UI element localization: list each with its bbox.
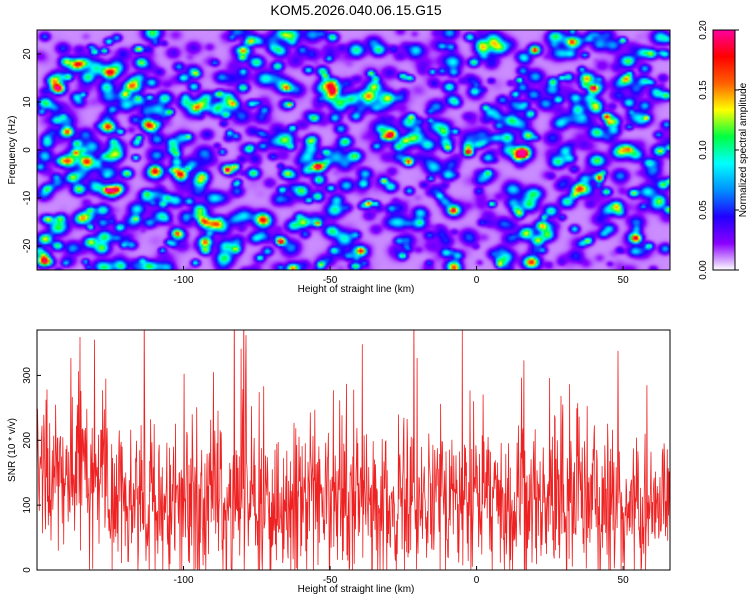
snr-y-tick-label: 0 [22, 567, 33, 573]
heatmap-x-tick-label: -50 [323, 275, 338, 286]
snr-x-tick-label: 50 [618, 575, 630, 586]
heatmap-x-tick-label: 0 [474, 275, 480, 286]
colorbar-tick-label: 0.20 [698, 20, 709, 40]
heatmap-y-tick-label: 10 [22, 96, 33, 108]
colorbar-scale [712, 29, 736, 271]
heatmap-image [37, 30, 670, 270]
snr-x-tick-label: 0 [474, 575, 480, 586]
colorbar-tick-label: 0.00 [698, 260, 709, 280]
snr-y-tick-label: 200 [22, 431, 33, 448]
heatmap-y-ticks: -20 -10 0 10 20 [22, 48, 41, 253]
snr-y-tick-label: 100 [22, 496, 33, 513]
snr-x-ticks: -100 -50 0 50 [174, 566, 630, 586]
snr-frame [36, 329, 671, 571]
heatmap-y-tick-label: -20 [22, 238, 33, 253]
colorbar-tick-label: 0.15 [698, 80, 709, 100]
snr-series-line [37, 330, 670, 570]
page-title: KOM5.2026.040.06.15.G15 [270, 2, 442, 18]
heatmap-y-tick-label: 0 [22, 147, 33, 153]
heatmap-x-tick-label: -100 [174, 275, 194, 286]
heatmap-y-label: Frequency (Hz) [7, 116, 18, 185]
colorbar-label: Normalized spectral amplitude [738, 82, 749, 217]
heatmap-y-tick-label: 20 [22, 48, 33, 60]
colorbar-tick-label: 0.10 [698, 140, 709, 160]
colorbar-tick-label: 0.05 [698, 200, 709, 220]
heatmap-x-label: Height of straight line (km) [298, 284, 415, 295]
colorbar: 0.00 0.05 0.10 0.15 0.20 Normalized spectral… [698, 20, 749, 280]
heatmap-x-tick-label: 50 [618, 275, 630, 286]
snr-x-tick-label: -100 [174, 575, 194, 586]
heatmap-y-tick-label: -10 [22, 190, 33, 205]
snr-y-tick-label: 300 [22, 367, 33, 384]
snr-x-label: Height of straight line (km) [298, 584, 415, 595]
snr-panel: -100 -50 0 50 0 100 200 300 Height of straight… [7, 329, 671, 595]
snr-x-tick-label: -50 [323, 575, 338, 586]
colorbar-ticks: 0.00 0.05 0.10 0.15 0.20 [698, 20, 739, 280]
snr-y-label: SNR (10 * v/v) [7, 418, 18, 482]
heatmap-x-ticks: -100 -50 0 50 [174, 266, 630, 286]
snr-y-ticks: 0 100 200 300 [22, 367, 41, 573]
